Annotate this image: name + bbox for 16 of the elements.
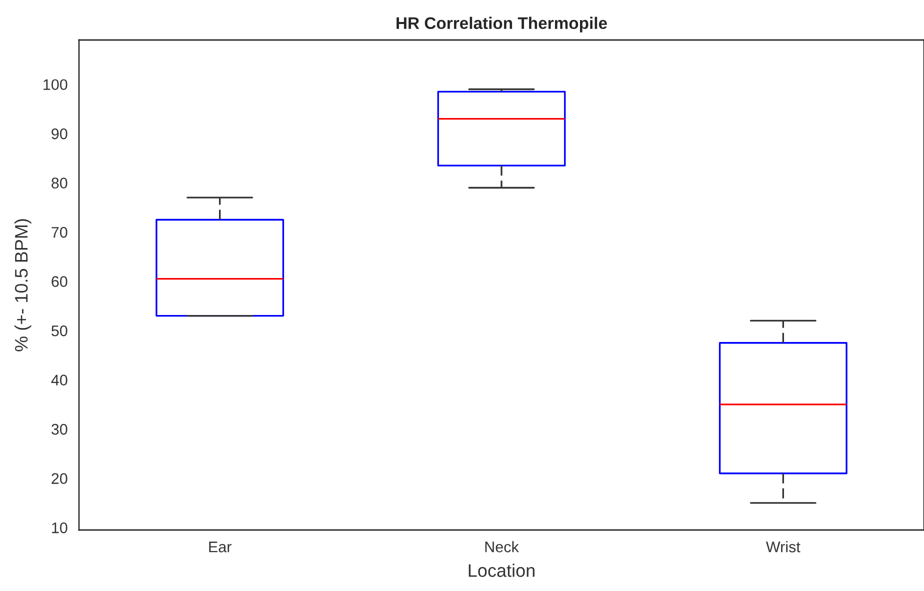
y-axis-title: % (+- 10.5 BPM)	[14, 219, 32, 352]
y-tick-label: 20	[52, 473, 68, 484]
y-tick-label: 40	[51, 374, 68, 386]
y-tick-label: 30	[51, 424, 68, 435]
y-tick-label: 50	[52, 325, 68, 336]
y-tick-label: 90	[52, 128, 68, 140]
y-tick-label: 70	[52, 226, 68, 238]
x-tick-label: Ear	[209, 542, 232, 552]
x-axis-title: Location	[468, 564, 534, 577]
y-tick-label: 60	[52, 276, 68, 287]
y-tick-label: 10	[52, 522, 68, 534]
x-tick-label: Neck	[485, 541, 519, 552]
y-tick-label: 100	[44, 79, 68, 90]
chart-title: HR Correlation Thermopile	[396, 16, 607, 32]
x-tick-label: Wrist	[766, 541, 800, 552]
y-tick-label: 80	[52, 178, 68, 188]
